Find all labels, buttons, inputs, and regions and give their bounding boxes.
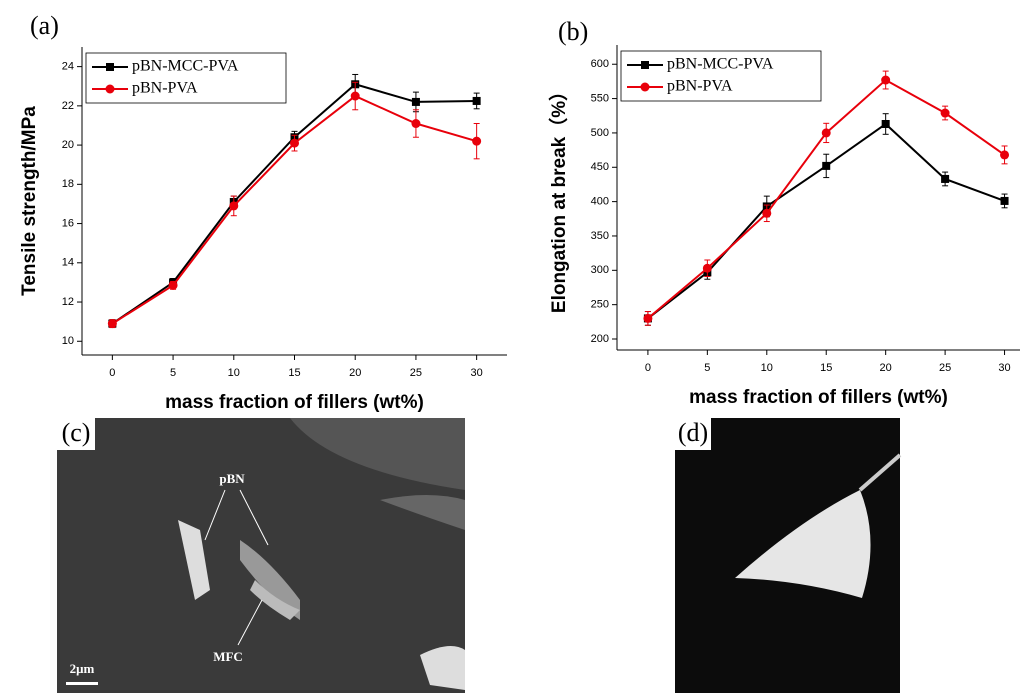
y-tick-label: 12 [62,296,74,308]
legend-marker [641,61,649,69]
figure: (c) pBN MFC 2μm (d) (a) 10 12 14 16 18 20 22 24 0… [0,0,1025,693]
marker [290,139,299,148]
y-tick-label: 550 [591,92,609,104]
y-tick-label: 20 [62,139,74,151]
y-tick-label: 300 [591,264,609,276]
annotation: pBN [219,471,245,486]
marker [762,209,771,218]
marker [229,201,238,210]
scale-bar [66,682,98,685]
marker [822,128,831,137]
photo: (d) [675,418,900,693]
series-line [112,84,476,323]
marker [411,119,420,128]
y-tick-label: 250 [591,299,609,311]
y-tick-label: 450 [591,161,609,173]
y-tick-label: 22 [62,100,74,112]
annotation: MFC [213,649,243,664]
x-tick-label: 30 [998,362,1010,374]
marker [169,281,178,290]
legend-marker [106,85,115,94]
marker [351,92,360,101]
chart: (a) 10 12 14 16 18 20 22 24 0 5 10 15 20 25 30 mass frac… [19,11,507,413]
x-tick-label: 10 [228,367,240,379]
chart: (b) 200 250 300 350 400 450 500 550 600 0 5 10 15 20 25… [547,17,1020,408]
marker [822,162,830,170]
marker [881,76,890,85]
marker [643,314,652,323]
scale-label: 2μm [70,661,95,676]
marker [412,98,420,106]
marker [882,120,890,128]
x-tick-label: 20 [349,367,361,379]
x-tick-label: 15 [820,362,832,374]
legend-label: pBN-MCC-PVA [132,58,239,75]
y-tick-label: 400 [591,196,609,208]
y-tick-label: 350 [591,230,609,242]
marker [941,109,950,118]
marker [1001,197,1009,205]
panel-label: (c) [62,418,91,447]
x-tick-label: 0 [645,362,651,374]
y-tick-label: 10 [62,335,74,347]
x-tick-label: 30 [471,367,483,379]
x-tick-label: 25 [939,362,951,374]
y-axis-title: Tensile strength/MPa [19,106,40,296]
series-line [648,124,1005,318]
series-line [112,96,476,324]
sem-image: (c) pBN MFC 2μm [57,418,465,693]
marker [472,137,481,146]
page: (c) pBN MFC 2μm (d) (a) 10 12 14 16 18 20 22 24 0… [0,0,1025,693]
marker [1000,150,1009,159]
legend-label: pBN-PVA [132,80,198,97]
x-tick-label: 5 [170,367,176,379]
y-tick-label: 200 [591,333,609,345]
marker [703,264,712,273]
x-tick-label: 5 [704,362,710,374]
series-line [648,80,1005,318]
x-tick-label: 0 [109,367,115,379]
x-tick-label: 20 [880,362,892,374]
y-tick-label: 500 [591,127,609,139]
panel-label: (b) [558,17,588,46]
y-axis-title: Elongation at break（%） [547,82,570,313]
marker [473,97,481,105]
y-tick-label: 600 [591,58,609,70]
x-tick-label: 10 [761,362,773,374]
y-tick-label: 16 [62,217,74,229]
legend-label: pBN-PVA [667,78,733,95]
y-tick-label: 24 [62,61,74,73]
x-axis-title: mass fraction of fillers (wt%) [689,387,948,408]
y-tick-label: 18 [62,178,74,190]
x-tick-label: 15 [288,367,300,379]
y-tick-label: 14 [62,257,74,269]
marker [108,319,117,328]
panel-label: (d) [678,418,708,447]
x-tick-label: 25 [410,367,422,379]
legend-marker [106,63,114,71]
x-axis-title: mass fraction of fillers (wt%) [165,392,424,413]
marker [941,175,949,183]
legend-label: pBN-MCC-PVA [667,56,774,73]
legend-marker [641,83,650,92]
panel-label: (a) [30,11,59,40]
